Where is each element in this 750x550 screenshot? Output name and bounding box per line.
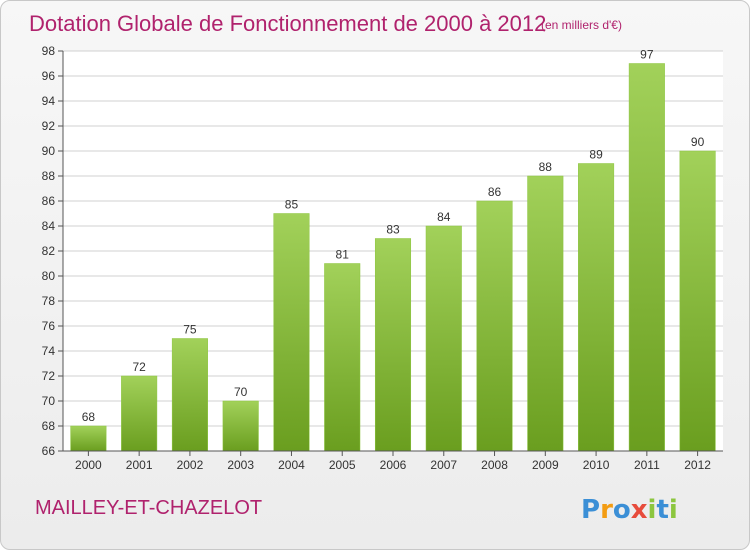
proxiti-logo: Proxiti xyxy=(581,495,678,525)
chart-title: Dotation Globale de Fonctionnement de 20… xyxy=(29,11,546,36)
logo-letter: r xyxy=(600,495,613,525)
data-label-2001: 72 xyxy=(132,360,146,374)
y-tick-label: 94 xyxy=(42,94,56,108)
y-tick-label: 86 xyxy=(42,194,56,208)
y-tick-label: 72 xyxy=(42,369,56,383)
y-tick-label: 82 xyxy=(42,244,56,258)
x-tick-label-2012: 2012 xyxy=(684,458,711,472)
logo-letter: t xyxy=(656,495,668,525)
logo-letter: x xyxy=(631,495,648,525)
bar-2003 xyxy=(222,400,259,452)
commune-name: MAILLEY-ET-CHAZELOT xyxy=(35,497,262,519)
bar-2005 xyxy=(324,263,361,452)
axis-layer: 66 68 70 72 74 76 78 80 82 84 86 88 90 92 94 96 98 2000 20… xyxy=(42,44,723,472)
data-label-2006: 83 xyxy=(386,223,400,237)
data-label-2011: 97 xyxy=(640,48,654,62)
proxiti-logo-text: Proxiti xyxy=(581,495,678,525)
data-label-2010: 89 xyxy=(589,148,603,162)
y-tick-label: 88 xyxy=(42,169,56,183)
y-tick-label: 84 xyxy=(42,219,56,233)
y-tick-label: 66 xyxy=(42,444,56,458)
y-tick-label: 92 xyxy=(42,119,56,133)
bar-2009 xyxy=(527,175,564,452)
data-label-2004: 85 xyxy=(285,198,299,212)
data-label-2002: 75 xyxy=(183,323,197,337)
x-tick-label-2005: 2005 xyxy=(329,458,356,472)
y-tick-label: 90 xyxy=(42,144,56,158)
x-tick-label-2011: 2011 xyxy=(634,458,660,472)
bar-2008 xyxy=(476,200,513,452)
chart-subtitle: (en milliers d'€) xyxy=(541,18,622,32)
x-tick-label-2004: 2004 xyxy=(278,458,305,472)
data-label-2005: 81 xyxy=(336,248,350,262)
y-tick-label: 74 xyxy=(42,344,56,358)
y-tick-label: 76 xyxy=(42,319,56,333)
bar-2000 xyxy=(70,425,107,452)
x-tick-label-2003: 2003 xyxy=(227,458,254,472)
logo-letter: i xyxy=(669,495,678,525)
logo-letter: o xyxy=(613,495,631,525)
data-label-2012: 90 xyxy=(691,135,705,149)
x-tick-label-2010: 2010 xyxy=(583,458,610,472)
bar-2001 xyxy=(121,375,158,452)
logo-letter: i xyxy=(648,495,657,525)
x-tick-label-2001: 2001 xyxy=(126,458,153,472)
x-tick-label-2000: 2000 xyxy=(75,458,102,472)
y-tick-label: 78 xyxy=(42,294,56,308)
data-label-2003: 70 xyxy=(234,385,248,399)
y-tick-label: 80 xyxy=(42,269,56,283)
data-label-2000: 68 xyxy=(82,410,96,424)
bar-2004 xyxy=(273,213,310,452)
x-tick-label-2007: 2007 xyxy=(430,458,457,472)
data-label-2007: 84 xyxy=(437,210,451,224)
bar-2006 xyxy=(374,238,412,452)
y-tick-label: 96 xyxy=(42,69,56,83)
bar-2007 xyxy=(425,225,462,452)
y-tick-label: 98 xyxy=(42,44,56,58)
bar-2010 xyxy=(578,163,615,452)
data-label-2009: 88 xyxy=(539,160,553,174)
x-tick-label-2009: 2009 xyxy=(532,458,559,472)
y-tick-label: 68 xyxy=(42,419,56,433)
bar-2012 xyxy=(679,150,716,452)
bar-2002 xyxy=(171,338,208,452)
x-tick-label-2002: 2002 xyxy=(177,458,204,472)
logo-letter: P xyxy=(581,495,600,525)
x-tick-label-2008: 2008 xyxy=(481,458,508,472)
x-tick-label-2006: 2006 xyxy=(380,458,407,472)
bars-layer: 68 72 75 70 85 81 83 84 86 88 89 97 90 xyxy=(70,48,716,452)
data-label-2008: 86 xyxy=(488,185,502,199)
y-tick-label: 70 xyxy=(42,394,56,408)
bar-2011 xyxy=(628,63,665,452)
